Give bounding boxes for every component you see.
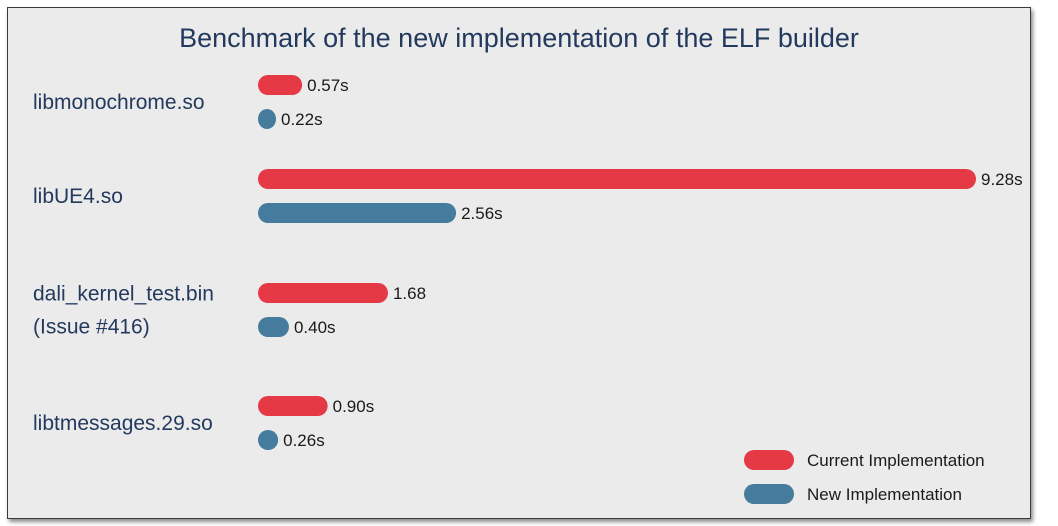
legend-swatch [744,484,794,504]
data-label: 0.40s [294,318,336,337]
category-label: libmonochrome.so [33,91,205,114]
chart-title: Benchmark of the new implementation of t… [179,23,859,53]
bar [258,396,328,416]
legend-label: Current Implementation [807,451,985,470]
legend-label: New Implementation [807,485,962,504]
bar [258,430,279,450]
category-label: (Issue #416) [33,316,150,339]
bar [258,75,303,95]
bar [258,109,276,129]
bar [258,283,388,303]
data-label: 1.68 [393,284,426,303]
data-label: 2.56s [461,204,503,223]
data-label: 0.90s [333,397,375,416]
category-label: libUE4.so [33,185,123,208]
category-label: dali_kernel_test.bin [33,283,214,306]
bar [258,203,457,223]
data-label: 0.22s [281,110,323,129]
chart-frame [7,7,1031,519]
bar [258,317,289,337]
category-label: libtmessages.29.so [33,412,213,435]
legend-swatch [744,450,794,470]
data-label: 0.57s [307,76,349,95]
bar [258,169,976,189]
data-label: 0.26s [283,431,325,450]
data-label: 9.28s [981,170,1023,189]
